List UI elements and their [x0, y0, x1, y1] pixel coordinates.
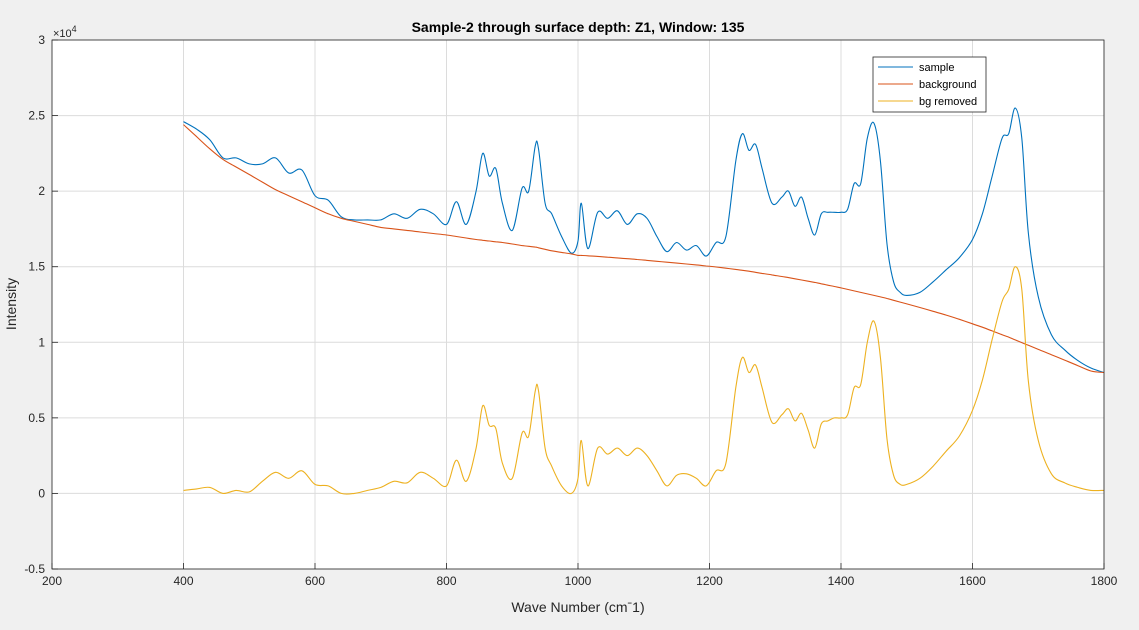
x-tick-label: 600	[305, 574, 325, 588]
y-exponent-label: ×104	[53, 24, 77, 40]
y-axis-label: Intensity	[3, 278, 19, 330]
y-tick-label: 0.5	[28, 411, 45, 425]
chart-title: Sample-2 through surface depth: Z1, Wind…	[412, 19, 745, 35]
legend: sample background bg removed	[872, 56, 987, 113]
x-tick-label: 1200	[696, 574, 723, 588]
y-tick-label: 3	[38, 33, 45, 47]
series-line-sample	[183, 107, 1105, 374]
series-group	[183, 107, 1105, 495]
y-tick-label: -0.5	[24, 562, 45, 576]
y-tick-label: 1	[38, 335, 45, 349]
x-axis-label: Wave Number (cmˉ1)	[511, 599, 644, 615]
legend-label: background	[919, 79, 977, 91]
y-tick-label: 0	[38, 486, 45, 500]
y-exponent-base: ×10	[53, 28, 72, 40]
x-tick-label: 1600	[959, 574, 986, 588]
y-exponent-power: 4	[72, 24, 77, 34]
x-tick-label: 1000	[565, 574, 592, 588]
legend-label: bg removed	[919, 96, 977, 108]
x-tick-label: 1400	[828, 574, 855, 588]
x-tick-label: 800	[436, 574, 456, 588]
series-line-bg-removed	[183, 266, 1105, 495]
y-tick-label: 2	[38, 184, 45, 198]
y-tick-label: 1.5	[28, 260, 45, 274]
x-tick-label: 400	[173, 574, 193, 588]
x-tick-label: 1800	[1091, 574, 1118, 588]
y-tick-label: 2.5	[28, 109, 45, 123]
tick-group: 200 400 600 800 1000 1200 1400 1600 1800 -0.5 0 0.5…	[24, 33, 1117, 588]
series-line-background	[183, 124, 1105, 374]
legend-label: sample	[919, 62, 954, 74]
x-tick-label: 200	[42, 574, 62, 588]
